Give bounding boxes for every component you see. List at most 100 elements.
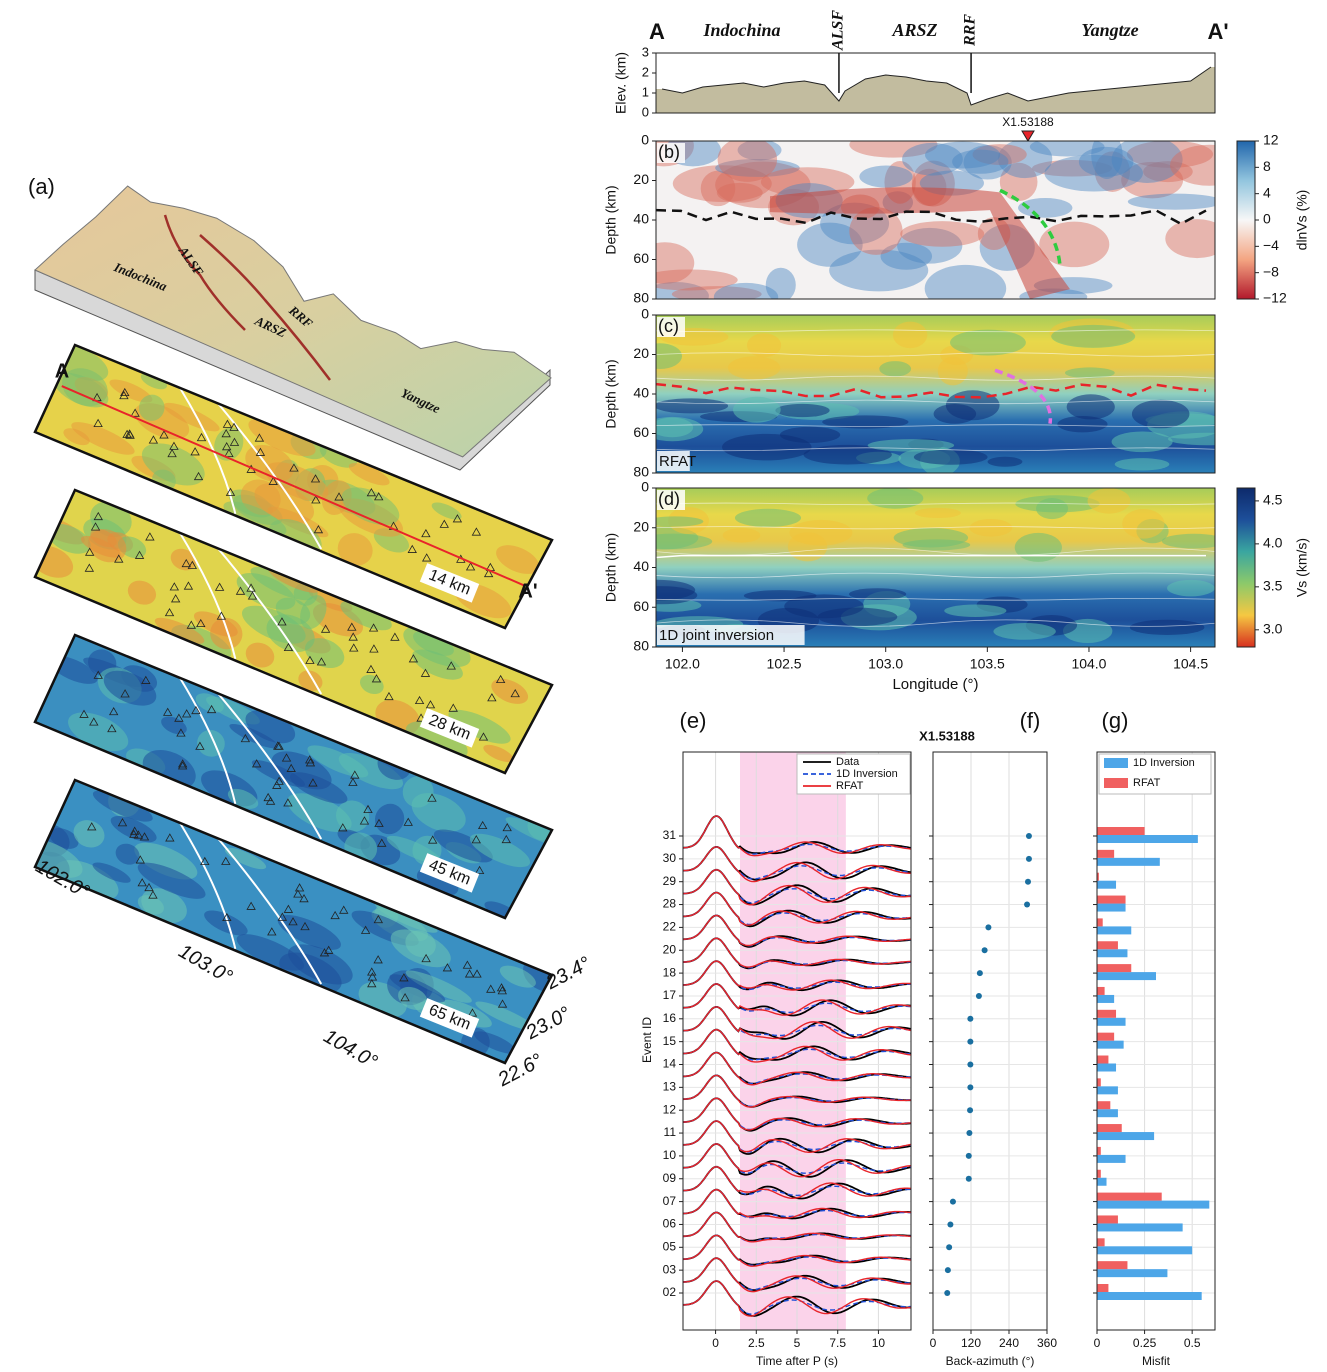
legend-label: RFAT xyxy=(1133,777,1161,789)
x-tick-label: 0.25 xyxy=(1133,1336,1157,1350)
anomaly-blob xyxy=(893,322,928,349)
x-tick-label: 10 xyxy=(872,1336,886,1350)
bar xyxy=(1097,972,1156,980)
anomaly-blob xyxy=(900,221,984,247)
bar xyxy=(1097,858,1160,866)
profile-end-label: A xyxy=(649,19,665,44)
method-label: 1D joint inversion xyxy=(659,627,774,644)
anomaly-blob xyxy=(618,580,695,601)
panel-label: (e) xyxy=(680,708,707,733)
velocity-section xyxy=(618,488,1226,647)
colorbar-tick-label: 12 xyxy=(1263,132,1279,148)
bar xyxy=(1097,1193,1162,1201)
anomaly-blob xyxy=(728,356,780,379)
x-tick-label: 0.5 xyxy=(1184,1336,1201,1350)
x-tick-label: 103.0 xyxy=(868,656,903,672)
bar xyxy=(1097,1147,1101,1155)
bar xyxy=(1097,926,1131,934)
y-tick-label: 09 xyxy=(663,1171,677,1185)
anomaly-blob xyxy=(879,361,911,376)
scatter-point xyxy=(966,1176,972,1182)
anomaly-blob xyxy=(915,508,961,518)
bar xyxy=(1097,995,1114,1003)
bar xyxy=(1097,987,1105,995)
anomaly-blob xyxy=(735,509,801,527)
legend-label: RFAT xyxy=(836,780,864,792)
anomaly-blob xyxy=(733,397,781,423)
bar xyxy=(1097,1223,1183,1231)
scatter-point xyxy=(967,1062,973,1068)
bar xyxy=(1097,1201,1209,1209)
x-tick-label: 103.5 xyxy=(970,656,1005,672)
anomaly-blob xyxy=(867,488,923,509)
panel-label: (f) xyxy=(1020,708,1041,733)
y-tick-label: 0 xyxy=(641,132,649,148)
axis-label: Depth (km) xyxy=(603,533,619,602)
velocity-section xyxy=(638,315,1245,476)
y-tick-label: 05 xyxy=(663,1239,677,1253)
bar xyxy=(1097,896,1126,904)
legend-swatch xyxy=(1104,778,1128,788)
anomaly-blob xyxy=(654,398,728,413)
profile-label: A xyxy=(55,360,69,382)
colorbar-tick-label: −8 xyxy=(1263,263,1279,279)
anomaly-blob xyxy=(722,434,811,461)
profile-end-label: A' xyxy=(1207,19,1228,44)
fault-label: RRF xyxy=(962,14,979,47)
anomaly-blob xyxy=(1067,394,1115,419)
y-tick-label: 20 xyxy=(663,942,677,956)
bar xyxy=(1097,904,1126,912)
anomaly-blob xyxy=(723,528,761,543)
y-tick-label: 22 xyxy=(663,920,677,934)
scatter-point xyxy=(977,970,983,976)
anomaly-blob xyxy=(646,516,703,526)
axis-label: Time after P (s) xyxy=(756,1354,838,1368)
x-tick-label: 7.5 xyxy=(829,1336,846,1350)
scatter-point xyxy=(947,1221,953,1227)
station-label: X1.53188 xyxy=(1002,115,1054,129)
y-tick-label: 14 xyxy=(663,1057,677,1071)
anomaly-blob xyxy=(717,183,763,203)
scatter-point xyxy=(950,1199,956,1205)
velocity-section xyxy=(634,125,1249,312)
anomaly-blob xyxy=(718,137,777,182)
colorbar-tick-label: 3.0 xyxy=(1263,621,1283,637)
page: {"map": {"panel_label": "(a)", "terrain_… xyxy=(0,0,1327,1372)
colorbar-label: dlnVs (%) xyxy=(1294,190,1310,251)
y-tick-label: 17 xyxy=(663,988,677,1002)
bar xyxy=(1097,1284,1108,1292)
anomaly-blob xyxy=(1130,620,1205,635)
anomaly-blob xyxy=(1015,533,1062,562)
x-tick-label: 104.0 xyxy=(1071,656,1106,672)
bar xyxy=(1097,1041,1124,1049)
panel-label: (b) xyxy=(658,142,680,162)
y-tick-label: 80 xyxy=(633,464,649,480)
scatter-point xyxy=(982,947,988,953)
legend-label: 1D Inversion xyxy=(1133,757,1195,769)
anomaly-blob xyxy=(969,519,1012,537)
colorbar-tick-label: −4 xyxy=(1263,237,1279,253)
y-tick-label: 3 xyxy=(642,44,649,59)
y-tick-label: 28 xyxy=(663,897,677,911)
scatter-point xyxy=(967,1016,973,1022)
y-tick-label: 60 xyxy=(633,598,649,614)
bar xyxy=(1097,1269,1167,1277)
y-tick-label: 20 xyxy=(633,171,649,187)
scatter-point xyxy=(967,1039,973,1045)
anomaly-blob xyxy=(902,539,970,550)
y-tick-label: 1 xyxy=(642,84,649,99)
anomaly-blob xyxy=(1039,222,1109,268)
axis-label: Depth (km) xyxy=(603,185,619,254)
x-tick-label: 0 xyxy=(930,1336,937,1350)
region-label: Yangtze xyxy=(1081,20,1138,40)
scatter-point xyxy=(1026,833,1032,839)
colorbar-tick-label: 3.5 xyxy=(1263,578,1283,594)
x-tick-label: 102.5 xyxy=(767,656,802,672)
y-tick-label: 03 xyxy=(663,1262,677,1276)
anomaly-blob xyxy=(829,250,928,292)
bar xyxy=(1097,1215,1118,1223)
y-tick-label: 0 xyxy=(641,479,649,495)
scatter-point xyxy=(966,1153,972,1159)
y-tick-label: 11 xyxy=(664,1125,677,1139)
anomaly-blob xyxy=(914,449,988,464)
